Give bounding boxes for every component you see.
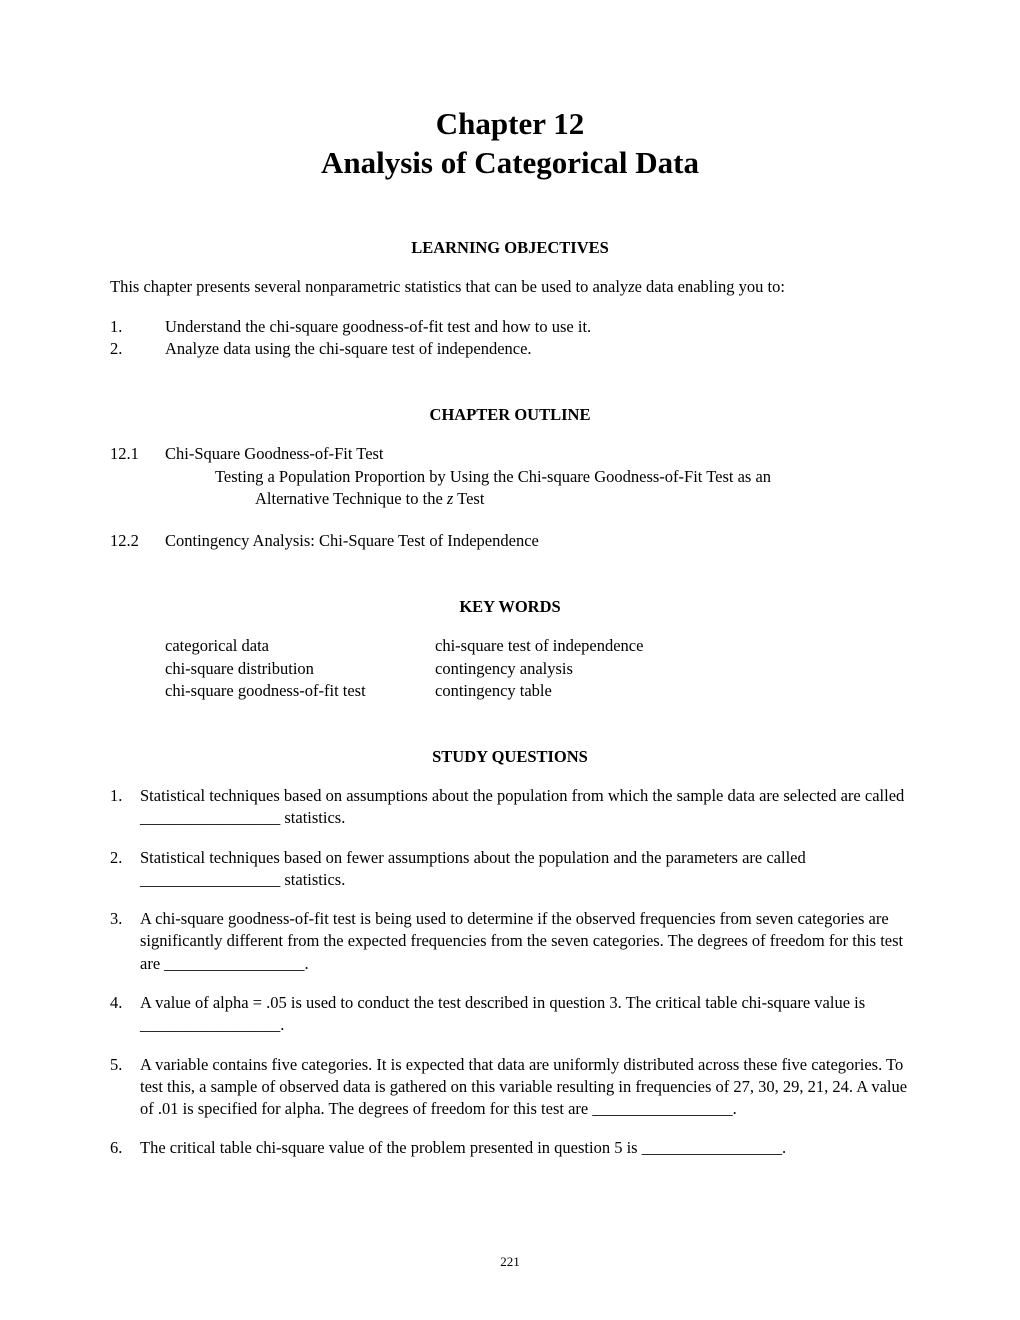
outline-number: 12.1 <box>110 443 165 465</box>
study-questions-heading: STUDY QUESTIONS <box>110 747 910 767</box>
chapter-outline-heading: CHAPTER OUTLINE <box>110 405 910 425</box>
keywords-left-column: categorical data chi-square distribution… <box>165 635 435 702</box>
study-question: 2. Statistical techniques based on fewer… <box>110 847 910 892</box>
question-number: 5. <box>110 1054 140 1121</box>
keyword: chi-square distribution <box>165 658 435 680</box>
item-text: Understand the chi-square goodness-of-fi… <box>165 316 591 338</box>
keywords-right-column: chi-square test of independence continge… <box>435 635 643 702</box>
keyword: chi-square goodness-of-fit test <box>165 680 435 702</box>
keyword: chi-square test of independence <box>435 635 643 657</box>
question-text: A chi-square goodness-of-fit test is bei… <box>140 908 910 975</box>
chapter-name: Analysis of Categorical Data <box>110 144 910 183</box>
question-number: 2. <box>110 847 140 892</box>
item-number: 1. <box>110 316 165 338</box>
chapter-number: Chapter 12 <box>110 105 910 144</box>
study-questions-list: 1. Statistical techniques based on assum… <box>110 785 910 1159</box>
learning-objectives-list: 1. Understand the chi-square goodness-of… <box>110 316 910 361</box>
study-question: 4. A value of alpha = .05 is used to con… <box>110 992 910 1037</box>
outline-number: 12.2 <box>110 530 165 552</box>
keyword: contingency analysis <box>435 658 643 680</box>
chapter-title: Chapter 12 Analysis of Categorical Data <box>110 105 910 183</box>
key-words-heading: KEY WORDS <box>110 597 910 617</box>
study-question: 5. A variable contains five categories. … <box>110 1054 910 1121</box>
question-number: 3. <box>110 908 140 975</box>
item-text: Analyze data using the chi-square test o… <box>165 338 532 360</box>
question-text: Statistical techniques based on fewer as… <box>140 847 910 892</box>
list-item: 1. Understand the chi-square goodness-of… <box>110 316 910 338</box>
outline-subtext: Alternative Technique to the z Test <box>255 488 910 510</box>
keyword: categorical data <box>165 635 435 657</box>
question-text: Statistical techniques based on assumpti… <box>140 785 910 830</box>
learning-objectives-heading: LEARNING OBJECTIVES <box>110 238 910 258</box>
question-text: A variable contains five categories. It … <box>140 1054 910 1121</box>
page-number: 221 <box>0 1254 1020 1270</box>
question-number: 4. <box>110 992 140 1037</box>
learning-objectives-intro: This chapter presents several nonparamet… <box>110 276 910 298</box>
question-text: A value of alpha = .05 is used to conduc… <box>140 992 910 1037</box>
item-number: 2. <box>110 338 165 360</box>
study-question: 6. The critical table chi-square value o… <box>110 1137 910 1159</box>
outline-title: Contingency Analysis: Chi-Square Test of… <box>165 530 539 552</box>
study-question: 3. A chi-square goodness-of-fit test is … <box>110 908 910 975</box>
outline-entry: 12.1 Chi-Square Goodness-of-Fit Test Tes… <box>110 443 910 510</box>
study-question: 1. Statistical techniques based on assum… <box>110 785 910 830</box>
chapter-outline-list: 12.1 Chi-Square Goodness-of-Fit Test Tes… <box>110 443 910 552</box>
outline-entry: 12.2 Contingency Analysis: Chi-Square Te… <box>110 530 910 552</box>
key-words-block: categorical data chi-square distribution… <box>110 635 910 702</box>
question-number: 6. <box>110 1137 140 1159</box>
outline-title: Chi-Square Goodness-of-Fit Test <box>165 443 384 465</box>
keyword: contingency table <box>435 680 643 702</box>
question-number: 1. <box>110 785 140 830</box>
outline-subtext: Testing a Population Proportion by Using… <box>215 466 910 488</box>
list-item: 2. Analyze data using the chi-square tes… <box>110 338 910 360</box>
question-text: The critical table chi-square value of t… <box>140 1137 910 1159</box>
